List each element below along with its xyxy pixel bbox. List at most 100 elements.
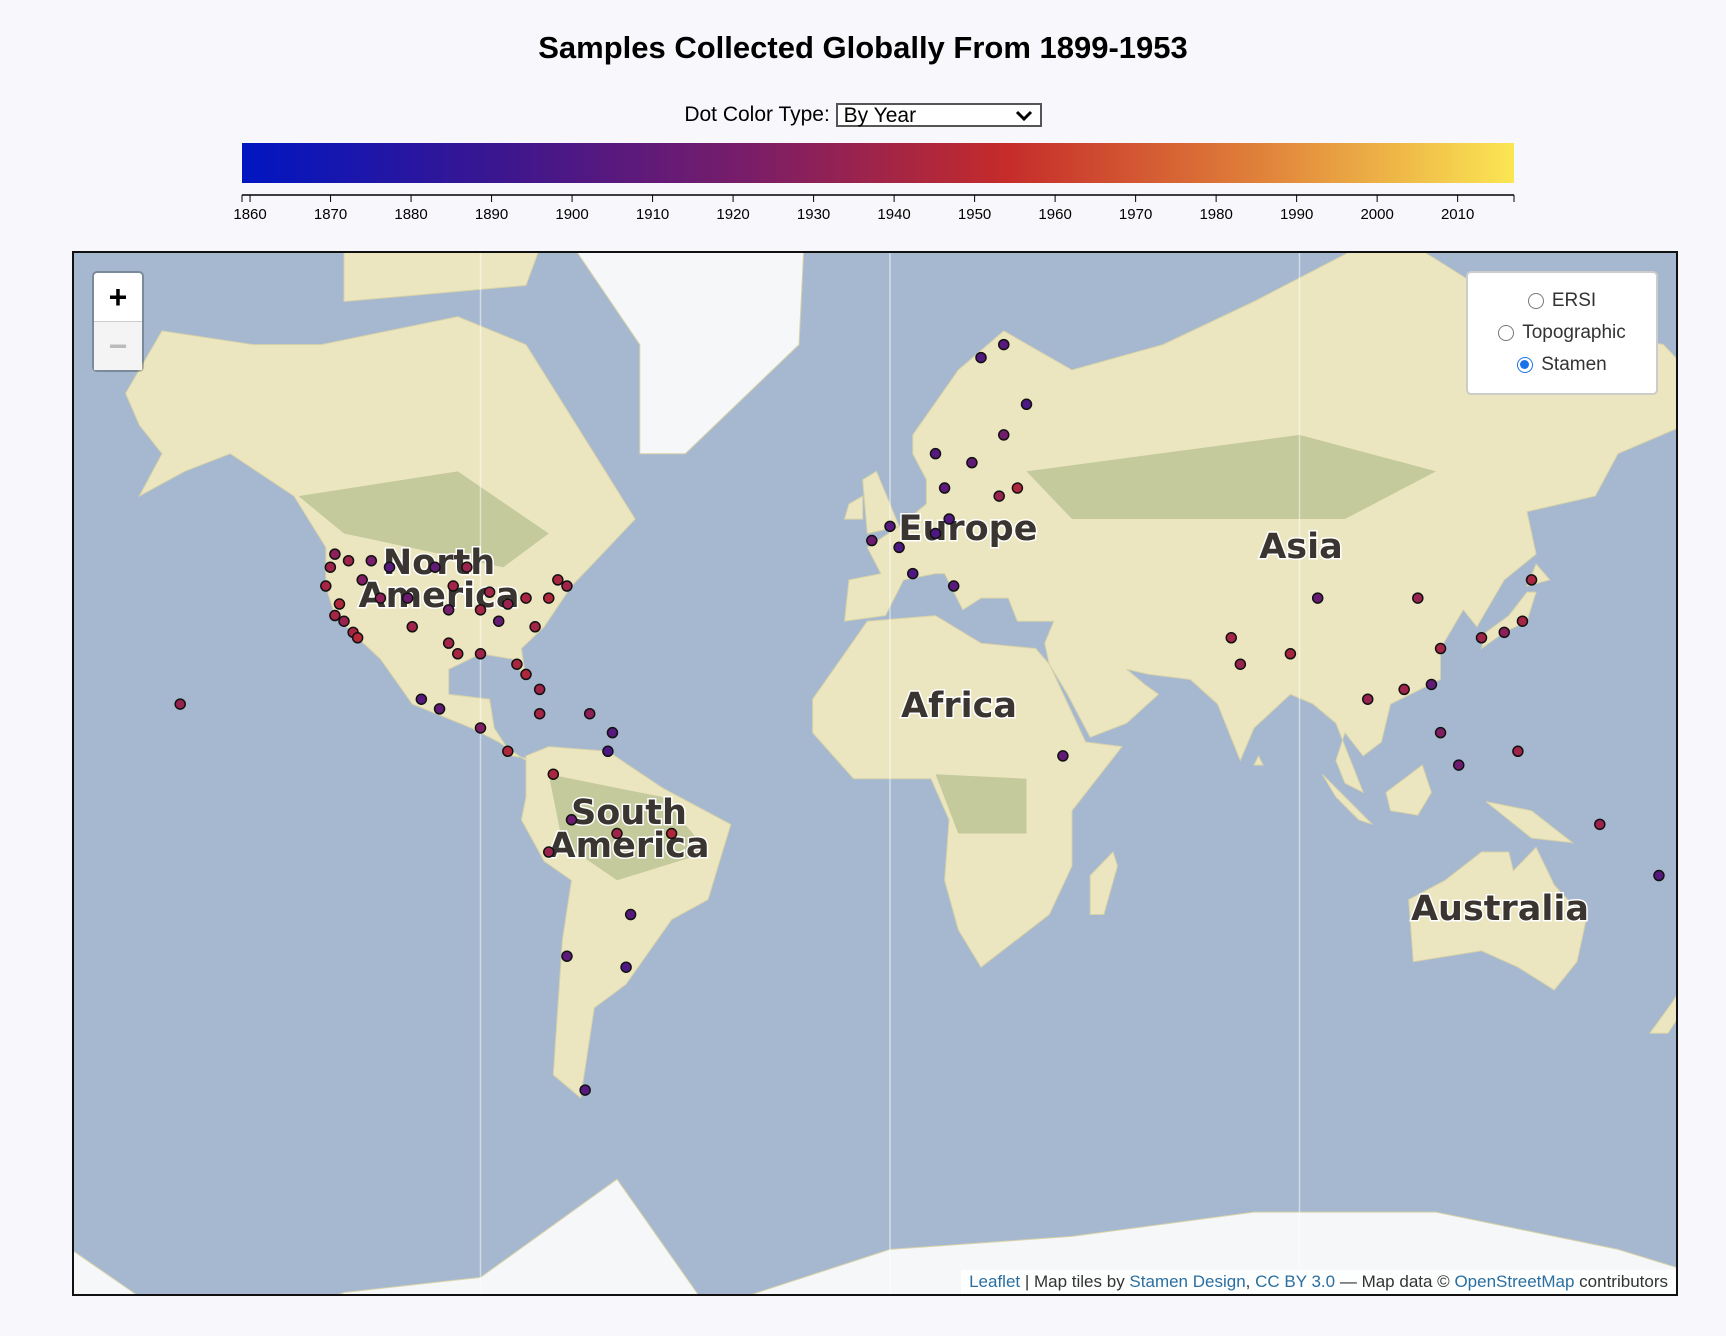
sample-dot bbox=[1475, 632, 1488, 644]
zoom-control: + − bbox=[92, 271, 144, 372]
landmass bbox=[1321, 773, 1373, 825]
continent-label: Europe bbox=[899, 509, 1038, 549]
sample-dot bbox=[351, 632, 364, 644]
attribution-text: , bbox=[1245, 1272, 1256, 1291]
sample-dot bbox=[583, 707, 596, 720]
colorbar-tick-label: 1940 bbox=[877, 206, 910, 223]
sample-dot bbox=[975, 351, 987, 364]
sample-dot bbox=[602, 745, 614, 758]
sample-dot bbox=[492, 615, 505, 627]
layer-control: ERSI Topographic Stamen bbox=[1466, 271, 1658, 395]
sample-dot bbox=[1020, 398, 1033, 411]
sample-dot bbox=[474, 648, 487, 660]
attribution-link[interactable]: Leaflet bbox=[969, 1272, 1021, 1291]
layer-option[interactable]: Stamen bbox=[1476, 349, 1648, 381]
sample-dot bbox=[1398, 683, 1410, 696]
sample-dot bbox=[947, 580, 960, 592]
sample-dot bbox=[401, 592, 414, 604]
sample-dot bbox=[433, 703, 446, 715]
radio-button bbox=[1498, 325, 1515, 341]
colorbar-tick-label: 1930 bbox=[797, 206, 830, 223]
sample-dot bbox=[1057, 750, 1069, 762]
sample-dot bbox=[1225, 632, 1237, 644]
attribution-link[interactable]: Stamen Design bbox=[1129, 1272, 1246, 1291]
colorbar-tick-label: 1960 bbox=[1038, 206, 1071, 223]
colorbar-tick-label: 1920 bbox=[716, 206, 749, 223]
sample-dot bbox=[342, 554, 355, 567]
sample-dot bbox=[938, 482, 951, 494]
colorbar-tick-label: 1860 bbox=[233, 206, 266, 223]
landmass bbox=[1089, 851, 1119, 915]
page-title: Samples Collected Globally From 1899-195… bbox=[538, 30, 1188, 65]
sample-dot bbox=[474, 604, 487, 616]
landmass bbox=[1485, 801, 1575, 844]
sample-dot bbox=[1362, 693, 1374, 705]
sample-dot bbox=[561, 950, 573, 962]
sample-dot bbox=[552, 574, 564, 586]
sample-dot bbox=[356, 574, 368, 586]
color-type-select[interactable]: By Year bbox=[835, 103, 1042, 128]
sample-dot bbox=[329, 609, 341, 622]
attribution-text: contributors bbox=[1574, 1272, 1668, 1291]
layer-label: ERSI bbox=[1551, 290, 1597, 311]
sample-dot bbox=[929, 527, 942, 540]
sample-dot bbox=[533, 683, 546, 696]
map[interactable]: North America Europe Asia Africa South America… bbox=[72, 251, 1678, 1296]
sample-dot bbox=[929, 447, 942, 460]
colorbar-tick-label: 1980 bbox=[1199, 206, 1232, 223]
sample-dot bbox=[383, 561, 396, 573]
color-control: Dot Color Type: By Year bbox=[0, 103, 1726, 128]
sample-dot bbox=[606, 726, 619, 739]
forest-tint bbox=[298, 471, 549, 568]
forest-tint bbox=[1026, 434, 1436, 520]
sample-dot bbox=[442, 637, 455, 649]
landmass bbox=[1648, 995, 1676, 1034]
sample-dot bbox=[1525, 574, 1538, 586]
sample-dot bbox=[561, 580, 573, 592]
forest-tint bbox=[548, 774, 708, 881]
zoom-in[interactable]: + bbox=[108, 279, 128, 315]
sample-dot bbox=[338, 615, 350, 627]
sample-dot bbox=[474, 722, 487, 734]
continent-label: America bbox=[549, 826, 710, 866]
layer-option[interactable]: ERSI bbox=[1476, 285, 1648, 317]
colorbar-tick-label: 2000 bbox=[1360, 206, 1393, 223]
landmass bbox=[843, 495, 864, 520]
layer-option[interactable]: Topographic bbox=[1476, 317, 1648, 349]
attribution: Leaflet | Map tiles by Stamen Design, CC… bbox=[961, 1270, 1676, 1294]
sample-dot bbox=[429, 561, 441, 573]
sample-dot bbox=[502, 598, 514, 610]
zoom-out[interactable]: − bbox=[94, 321, 142, 370]
sample-dot bbox=[1011, 482, 1024, 494]
sample-dot bbox=[1434, 726, 1447, 739]
continent-label: Asia bbox=[1259, 527, 1343, 567]
attribution-text: — Map data © bbox=[1335, 1272, 1455, 1291]
sample-dot bbox=[893, 541, 905, 554]
layer-label: Stamen bbox=[1541, 354, 1607, 375]
sample-dot bbox=[1516, 615, 1529, 627]
sample-dot bbox=[520, 668, 532, 681]
sample-dot bbox=[511, 658, 523, 670]
landmass bbox=[1385, 764, 1432, 816]
sample-dot bbox=[1284, 648, 1297, 660]
layer-label: Topographic bbox=[1522, 322, 1626, 343]
sample-dot bbox=[1425, 678, 1438, 691]
attribution-link[interactable]: CC BY 3.0 bbox=[1255, 1272, 1336, 1291]
colorbar-tick-label: 1970 bbox=[1119, 206, 1152, 223]
colorbar-tick-label: 1880 bbox=[394, 206, 427, 223]
radio-button bbox=[1527, 293, 1544, 309]
sample-dot bbox=[529, 621, 541, 633]
forest-tint bbox=[935, 774, 1027, 834]
sample-dot bbox=[620, 961, 632, 973]
sample-dot bbox=[329, 548, 341, 560]
sample-dot bbox=[1653, 869, 1665, 882]
attribution-link[interactable]: OpenStreetMap bbox=[1454, 1272, 1575, 1291]
sample-dot bbox=[547, 768, 560, 780]
sample-dot bbox=[1311, 592, 1324, 604]
sample-dot bbox=[543, 592, 555, 604]
landmass bbox=[1253, 754, 1264, 766]
sample-dot bbox=[452, 648, 464, 660]
antarctica bbox=[74, 1178, 1676, 1294]
